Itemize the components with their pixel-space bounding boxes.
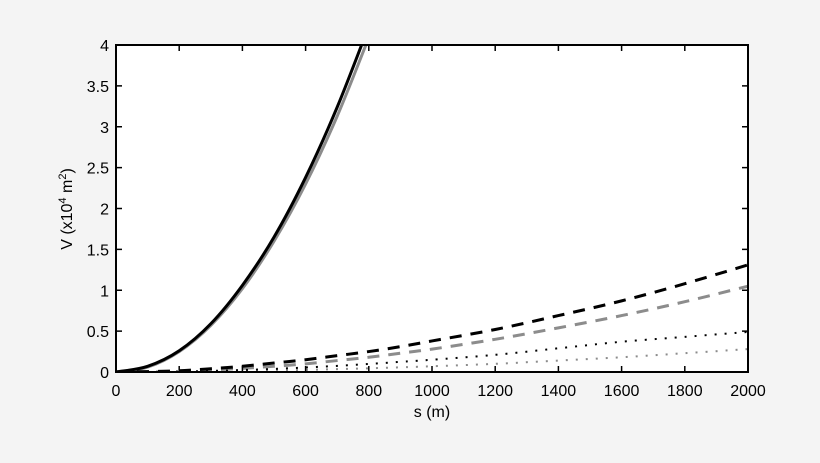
y-tick-labels: 0 0.5 1 1.5 2 2.5 3 3.5 4 bbox=[87, 38, 109, 382]
x-tick-label: 400 bbox=[229, 383, 256, 400]
x-tick-label: 0 bbox=[112, 383, 121, 400]
y-tick-label: 1.5 bbox=[87, 242, 109, 259]
x-tick-label: 1600 bbox=[604, 383, 640, 400]
y-tick-label: 3.5 bbox=[87, 79, 109, 96]
x-tick-label: 2000 bbox=[730, 383, 766, 400]
series-solid-black bbox=[116, 45, 364, 372]
x-axis-label: s (m) bbox=[414, 404, 450, 421]
x-tick-label: 600 bbox=[292, 383, 319, 400]
series-dashed-gray bbox=[116, 284, 748, 372]
y-tick-label: 2.5 bbox=[87, 161, 109, 178]
series-layer bbox=[116, 45, 748, 372]
series-dashed-black bbox=[116, 263, 748, 372]
x-tick-label: 1800 bbox=[667, 383, 703, 400]
y-tick-label: 1 bbox=[100, 283, 109, 300]
y-tick-label: 0 bbox=[100, 365, 109, 382]
plot-frame bbox=[115, 44, 749, 373]
x-tick-label: 1400 bbox=[541, 383, 577, 400]
y-tick-label: 4 bbox=[100, 38, 109, 55]
y-tick-label: 3 bbox=[100, 120, 109, 137]
plot-area bbox=[116, 45, 748, 372]
x-tick-label: 1200 bbox=[477, 383, 513, 400]
x-tick-label: 800 bbox=[355, 383, 382, 400]
x-tick-label: 1000 bbox=[414, 383, 450, 400]
y-axis-label: V (x104 m2) bbox=[57, 168, 76, 250]
y-tick-label: 2 bbox=[100, 202, 109, 219]
x-tick-label: 200 bbox=[166, 383, 193, 400]
y-tick-label: 0.5 bbox=[87, 324, 109, 341]
x-tick-labels: 0 200 400 600 800 1000 1200 1400 1600 1800 2000 bbox=[112, 383, 766, 400]
